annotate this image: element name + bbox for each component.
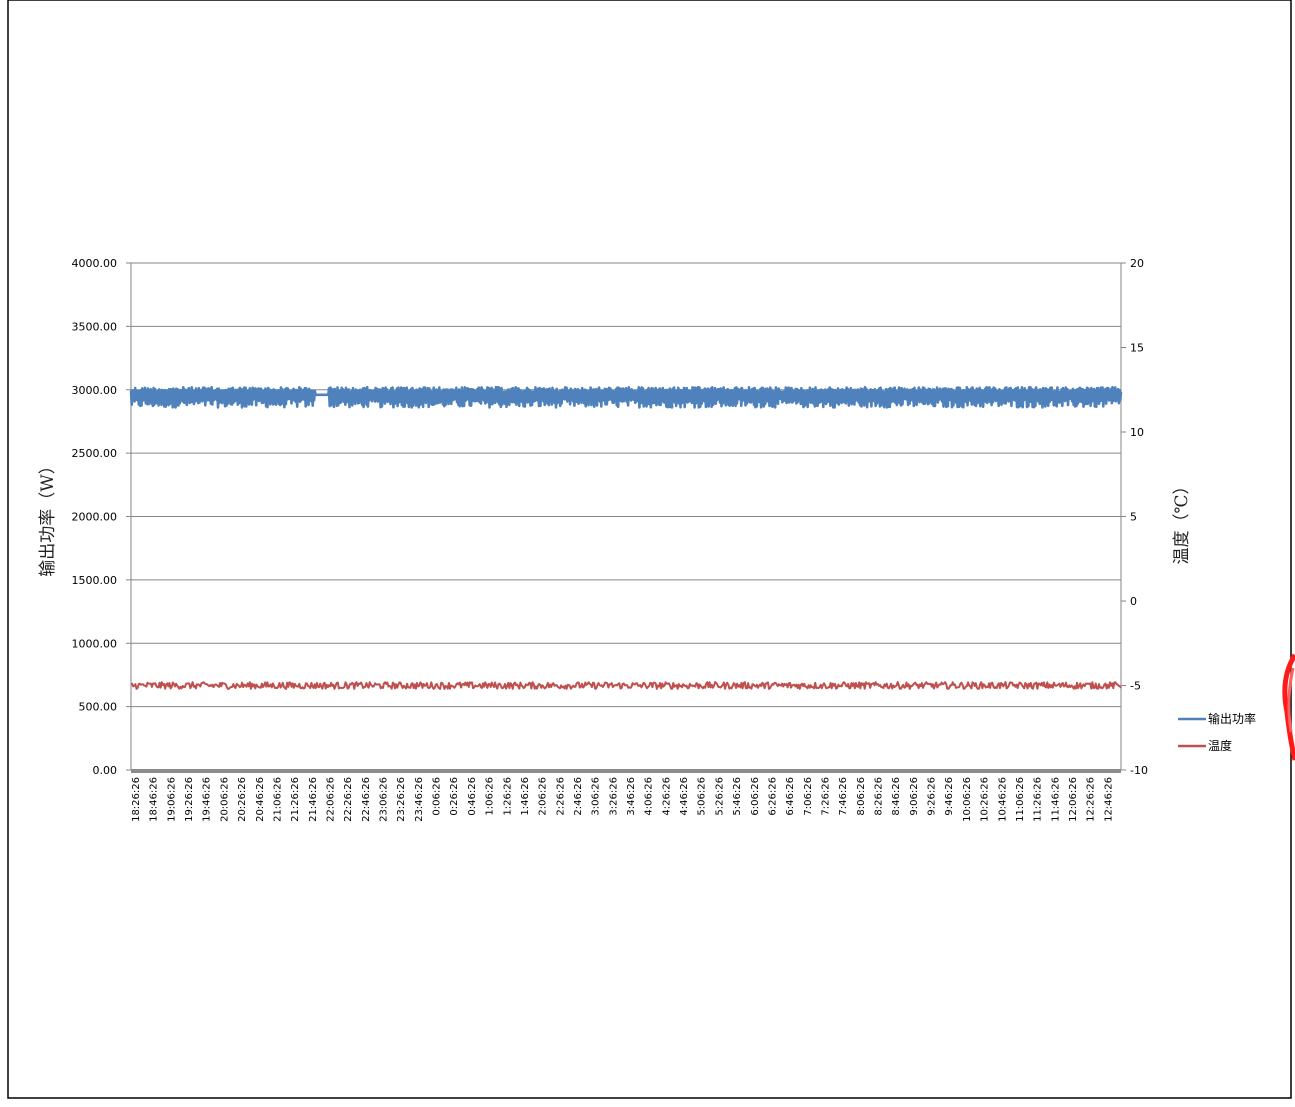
- x-tick-label: 8:26:26: [874, 777, 885, 816]
- right-tick-label: 10: [1130, 426, 1144, 439]
- x-tick-label: 18:26:26: [131, 777, 142, 822]
- x-tick-label: 23:06:26: [379, 777, 390, 822]
- x-tick-label: 19:06:26: [166, 777, 177, 822]
- x-tick-label: 4:06:26: [644, 777, 655, 816]
- left-tick-label: 2000.00: [72, 511, 118, 524]
- right-tick-label: -10: [1130, 764, 1148, 777]
- x-tick-label: 2:26:26: [555, 777, 566, 816]
- x-tick-label: 7:26:26: [820, 777, 831, 816]
- x-tick-label: 1:06:26: [485, 777, 496, 816]
- x-tick-label: 0:26:26: [449, 777, 460, 816]
- x-tick-label: 10:06:26: [962, 777, 973, 822]
- x-tick-label: 20:26:26: [237, 777, 248, 822]
- x-tick-label: 3:26:26: [608, 777, 619, 816]
- x-tick-label: 8:46:26: [891, 777, 902, 816]
- y2-axis-title: 温度（℃）: [1172, 477, 1192, 564]
- x-tick-label: 5:06:26: [697, 777, 708, 816]
- page-border: [7, 0, 1292, 1099]
- right-tick-label: 5: [1130, 511, 1137, 524]
- left-tick-label: 2500.00: [72, 447, 118, 460]
- right-y-tick-labels: -10 -5 0 5 10 15 20: [1130, 257, 1148, 777]
- x-tick-label: 0:06:26: [432, 777, 443, 816]
- right-tick-label: 0: [1130, 595, 1137, 608]
- series-line-temperature: [130, 681, 1122, 690]
- x-tick-label: 1:26:26: [502, 777, 513, 816]
- x-tick-label: 10:46:26: [997, 777, 1008, 822]
- x-tick-label: 4:26:26: [661, 777, 672, 816]
- x-tick-label: 12:46:26: [1103, 777, 1114, 822]
- x-tick-label: 6:46:26: [785, 777, 796, 816]
- right-tick-label: -5: [1130, 680, 1141, 693]
- x-tick-label: 9:06:26: [909, 777, 920, 816]
- x-tick-label: 2:06:26: [538, 777, 549, 816]
- left-tick-label: 4000.00: [72, 257, 118, 270]
- x-tick-label: 11:06:26: [1015, 777, 1026, 822]
- x-tick-labels: 18:26:26 18:46:26 19:06:26 19:26:26 19:46:26…: [131, 777, 1114, 822]
- x-tick-label: 4:46:26: [679, 777, 690, 816]
- left-tick-label: 500.00: [79, 701, 118, 714]
- x-tick-label: 5:46:26: [732, 777, 743, 816]
- x-tick-label: 11:26:26: [1033, 777, 1044, 822]
- x-tick-label: 9:46:26: [944, 777, 955, 816]
- series-line-power: [129, 385, 1123, 409]
- x-tick-label: 12:06:26: [1068, 777, 1079, 822]
- x-tick-label: 22:06:26: [325, 777, 336, 822]
- left-tick-label: 0.00: [93, 764, 118, 777]
- x-tick-label: 20:46:26: [255, 777, 266, 822]
- left-tick-label: 3500.00: [72, 320, 118, 333]
- x-tick-label: 9:26:26: [927, 777, 938, 816]
- right-tick-label: 15: [1130, 342, 1144, 355]
- red-mark-2: [1287, 667, 1295, 733]
- x-tick-label: 18:46:26: [149, 777, 160, 822]
- x-tick-label: 22:46:26: [361, 777, 372, 822]
- x-tick-label: 19:46:26: [202, 777, 213, 822]
- x-tick-label: 5:26:26: [714, 777, 725, 816]
- legend-label-power: 输出功率: [1208, 711, 1256, 726]
- x-tick-label: 7:06:26: [803, 777, 814, 816]
- x-tick-label: 6:06:26: [750, 777, 761, 816]
- red-mark: [1282, 653, 1295, 761]
- left-tick-label: 3000.00: [72, 384, 118, 397]
- x-tick-label: 8:06:26: [856, 777, 867, 816]
- y-axis-title: 输出功率（W）: [38, 457, 58, 576]
- x-tick-label: 6:26:26: [767, 777, 778, 816]
- gridlines: [131, 262, 1121, 708]
- x-tick-label: 22:26:26: [343, 777, 354, 822]
- x-tick-label: 3:46:26: [626, 777, 637, 816]
- x-tick-label: 7:46:26: [838, 777, 849, 816]
- x-tick-label: 21:46:26: [308, 777, 319, 822]
- x-tick-label: 21:06:26: [272, 777, 283, 822]
- x-tick-label: 3:06:26: [591, 777, 602, 816]
- x-tick-label: 19:26:26: [184, 777, 195, 822]
- right-tick-label: 20: [1130, 257, 1144, 270]
- x-tick-label: 21:26:26: [290, 777, 301, 822]
- x-tick-label: 1:46:26: [520, 777, 531, 816]
- legend: 输出功率 温度: [1178, 711, 1256, 753]
- x-tick-label: 10:26:26: [980, 777, 991, 822]
- x-tick-label: 11:46:26: [1050, 777, 1061, 822]
- x-tick-label: 23:46:26: [414, 777, 425, 822]
- legend-label-temperature: 温度: [1208, 738, 1232, 753]
- left-tick-label: 1500.00: [72, 574, 118, 587]
- left-tick-label: 1000.00: [72, 637, 118, 650]
- x-tick-label: 2:46:26: [573, 777, 584, 816]
- x-tick-label: 0:46:26: [467, 777, 478, 816]
- x-tick-label: 23:26:26: [396, 777, 407, 822]
- axes: [126, 262, 1126, 773]
- series-lines: [129, 385, 1123, 690]
- x-tick-label: 20:06:26: [219, 777, 230, 822]
- left-y-tick-labels: 0.00 500.00 1000.00 1500.00 2000.00 2500.00 30…: [72, 257, 118, 777]
- x-tick-label: 12:26:26: [1086, 777, 1097, 822]
